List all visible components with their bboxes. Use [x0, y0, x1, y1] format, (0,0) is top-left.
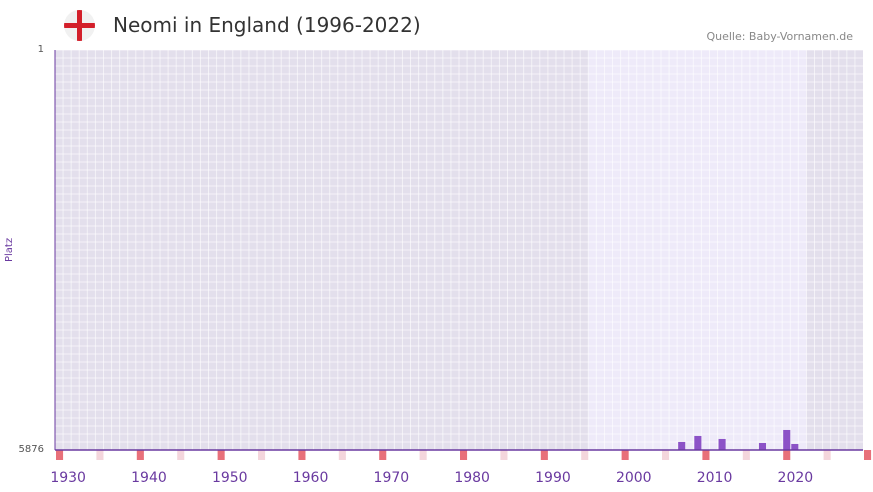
decade-marker — [379, 450, 387, 460]
half-decade-marker — [662, 450, 670, 460]
x-tick-label: 1960 — [293, 470, 329, 486]
x-tick-label: 2010 — [697, 470, 733, 486]
x-tick-label: 1980 — [454, 470, 490, 486]
decade-marker — [136, 450, 144, 460]
x-tick-label: 2000 — [616, 470, 652, 486]
bar-2005 — [678, 441, 686, 450]
x-tick-label: 1930 — [50, 470, 86, 486]
half-decade-marker — [338, 450, 346, 460]
half-decade-marker — [823, 450, 831, 460]
decade-marker — [460, 450, 468, 460]
half-decade-marker — [419, 450, 427, 460]
source-link[interactable]: Quelle: Baby-Vornamen.de — [706, 30, 853, 43]
x-tick-label: 1940 — [131, 470, 167, 486]
bar-2010 — [718, 438, 726, 450]
bar-2018 — [783, 429, 791, 450]
half-decade-marker — [500, 450, 508, 460]
y-tick-top: 1 — [37, 44, 44, 55]
half-decade-marker — [581, 450, 589, 460]
decade-marker — [783, 450, 791, 460]
bar-2015 — [758, 442, 767, 450]
decade-marker — [298, 450, 306, 460]
england-flag-icon — [64, 10, 95, 41]
x-tick-label: 2020 — [778, 470, 814, 486]
half-decade-marker — [177, 450, 185, 460]
decade-marker — [621, 450, 629, 460]
decade-marker — [702, 450, 710, 460]
bar-2019 — [791, 444, 799, 450]
bar-2007 — [694, 435, 702, 450]
x-tick-label: 1990 — [535, 470, 571, 486]
x-tick-label: 1970 — [374, 470, 410, 486]
decade-marker — [56, 450, 64, 460]
y-tick-bottom: 5876 — [18, 444, 44, 455]
decade-marker — [864, 450, 872, 460]
half-decade-marker — [96, 450, 104, 460]
x-tick-label: 1950 — [212, 470, 248, 486]
chart-title: Neomi in England (1996-2022) — [113, 13, 421, 37]
half-decade-marker — [742, 450, 750, 460]
half-decade-marker — [258, 450, 266, 460]
decade-marker — [217, 450, 225, 460]
decade-marker — [540, 450, 548, 460]
